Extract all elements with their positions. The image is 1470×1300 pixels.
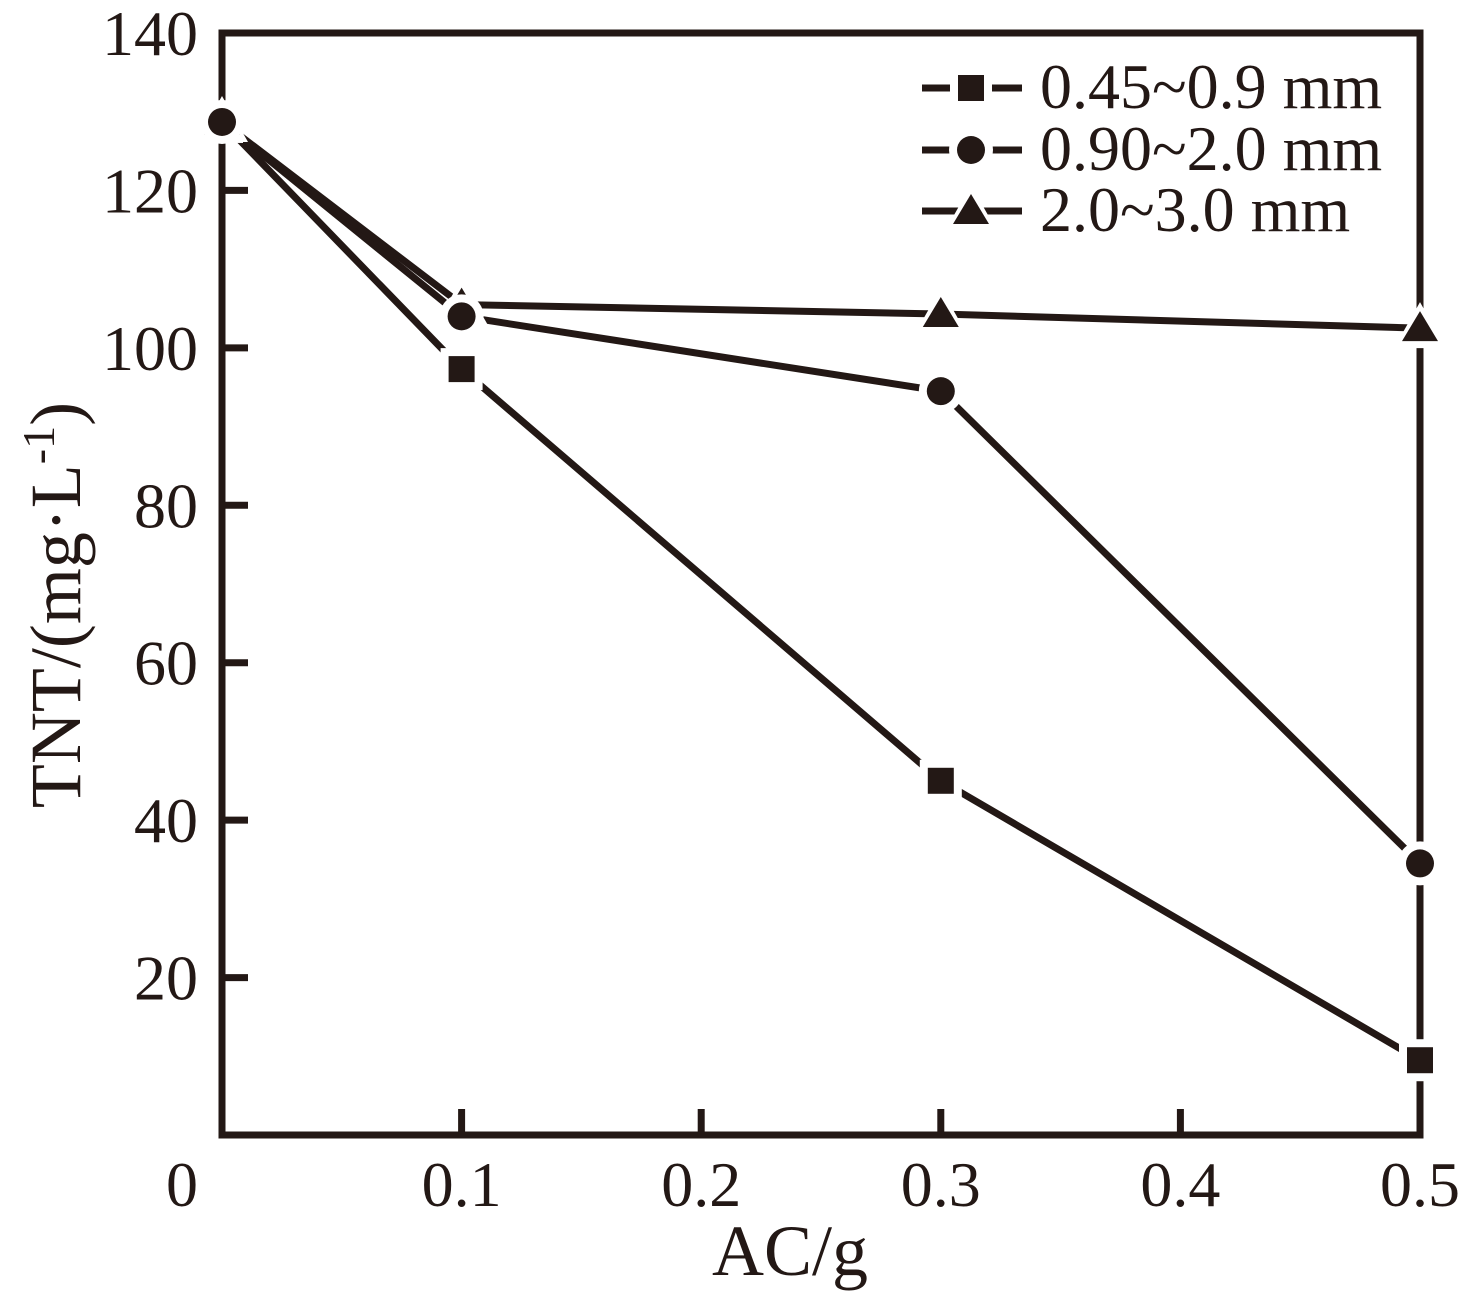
legend-row: 0.45~0.9 mm	[922, 51, 1382, 122]
square-marker-icon	[448, 356, 475, 383]
plot-border	[218, 29, 1424, 1139]
y-axis-title-main: TNT/(mg·L	[16, 464, 96, 808]
circle-marker-icon	[957, 136, 985, 164]
legend-row: 2.0~3.0 mm	[922, 174, 1350, 245]
circle-marker-icon	[447, 302, 476, 331]
y-axis-title-superscript: -1	[13, 426, 64, 464]
square-marker-icon	[927, 767, 954, 794]
triangle-marker-icon	[953, 194, 989, 224]
x-tick-label: 0.3	[901, 1149, 981, 1220]
plot-area: 20 40 60 80 100 120 140 0 0.1 0.2 0.3 0.4 0.5	[102, 0, 1460, 1220]
legend-row: 0.90~2.0 mm	[922, 113, 1382, 184]
y-axis-title-close: )	[16, 402, 96, 426]
y-tick-label: 100	[102, 313, 198, 384]
series-line-triangle	[219, 119, 1421, 332]
y-axis-title: TNT/(mg·L-1)	[13, 402, 96, 808]
y-tick-label: 140	[102, 0, 198, 69]
series-layer	[196, 95, 1446, 1082]
y-tick-label: 20	[134, 943, 198, 1014]
legend-label: 2.0~3.0 mm	[1040, 174, 1350, 245]
square-marker-icon	[1407, 1047, 1433, 1074]
legend-label: 0.90~2.0 mm	[1040, 113, 1382, 184]
y-tick-label: 120	[102, 155, 198, 226]
y-tick-label: 40	[134, 785, 198, 856]
circle-marker-icon	[926, 377, 955, 406]
circle-marker-icon	[1406, 849, 1434, 878]
triangle-marker-icon	[1402, 311, 1438, 342]
x-tick-label: 0.1	[422, 1149, 502, 1220]
series-line-square	[219, 119, 1422, 1064]
x-axis-title: AC/g	[712, 1211, 868, 1291]
x-tick-label: 0	[166, 1149, 198, 1220]
y-tick-label: 60	[134, 628, 198, 699]
y-tick-label: 80	[134, 470, 198, 541]
series-line-circle	[219, 119, 1423, 866]
x-tick-label: 0.4	[1140, 1149, 1220, 1220]
x-tick-label: 0.2	[661, 1149, 741, 1220]
circle-marker-icon	[208, 107, 236, 136]
triangle-marker-icon	[922, 297, 959, 328]
legend-label: 0.45~0.9 mm	[1040, 51, 1382, 122]
x-tick-label: 0.5	[1380, 1149, 1460, 1220]
legend: 0.45~0.9 mm0.90~2.0 mm2.0~3.0 mm	[922, 51, 1382, 245]
square-marker-icon	[958, 75, 984, 101]
